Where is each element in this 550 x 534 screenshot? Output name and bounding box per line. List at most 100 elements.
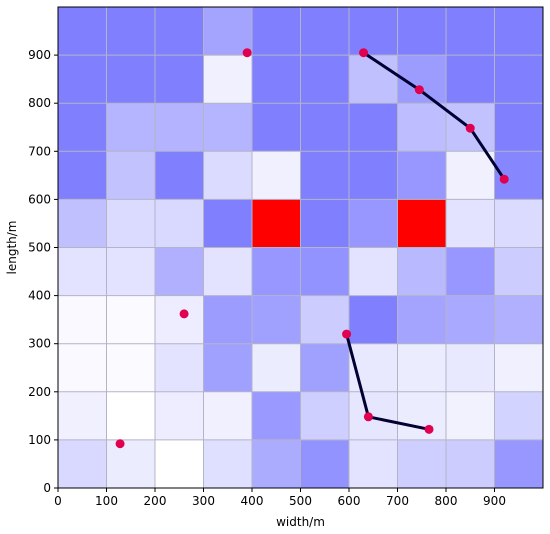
heatmap-cell — [203, 343, 252, 392]
y-tick-label: 100 — [28, 433, 51, 447]
x-tick-label: 700 — [386, 494, 409, 508]
heatmap-cell — [494, 247, 543, 296]
heatmap-cell — [58, 391, 107, 440]
heatmap-cell — [203, 103, 252, 152]
data-point — [342, 329, 352, 339]
data-point — [179, 309, 189, 319]
heatmap-cell — [58, 199, 107, 248]
y-tick-label: 400 — [28, 289, 51, 303]
heatmap-cell — [252, 55, 301, 104]
x-tick-label: 800 — [435, 494, 458, 508]
heatmap-cell — [446, 295, 495, 344]
heatmap-cell — [397, 439, 446, 488]
heatmap-cell — [397, 199, 446, 248]
heatmap-cell — [155, 55, 204, 104]
x-tick-label: 200 — [144, 494, 167, 508]
heatmap-cell — [106, 55, 155, 104]
heatmap-cell — [155, 295, 204, 344]
heatmap-cell — [155, 391, 204, 440]
heatmap-cell — [155, 103, 204, 152]
heatmap-cell — [203, 199, 252, 248]
heatmap-cell — [349, 103, 398, 152]
heatmap-cell — [397, 391, 446, 440]
heatmap-cell — [397, 7, 446, 56]
heatmap-cell — [106, 247, 155, 296]
y-axis-label: length/m — [5, 221, 19, 275]
heatmap-cell — [446, 391, 495, 440]
heatmap-cell — [397, 247, 446, 296]
heatmap-cell — [203, 55, 252, 104]
heatmap-cell — [203, 439, 252, 488]
heatmap-cell — [300, 439, 349, 488]
heatmap-cell — [494, 295, 543, 344]
heatmap-cell — [349, 7, 398, 56]
y-tick-label: 800 — [28, 96, 51, 110]
heatmap-cell — [252, 391, 301, 440]
heatmap-cell — [155, 199, 204, 248]
heatmap-cell — [106, 7, 155, 56]
x-tick-label: 500 — [289, 494, 312, 508]
heatmap-cell — [349, 343, 398, 392]
y-tick-label: 900 — [28, 48, 51, 62]
heatmap-cell — [58, 247, 107, 296]
heatmap-cell — [155, 151, 204, 200]
heatmap-cell — [106, 151, 155, 200]
heatmap-cell — [349, 295, 398, 344]
heatmap-cell — [446, 7, 495, 56]
heatmap-cell — [446, 151, 495, 200]
heatmap-cell — [252, 439, 301, 488]
heatmap-cell — [300, 103, 349, 152]
data-point — [414, 85, 424, 95]
heatmap-cell — [446, 55, 495, 104]
heatmap-cell — [300, 247, 349, 296]
data-point — [465, 123, 475, 133]
heatmap-cell — [494, 391, 543, 440]
heatmap-cell — [203, 295, 252, 344]
heatmap-cell — [106, 391, 155, 440]
data-point — [424, 424, 434, 434]
x-tick-label: 900 — [483, 494, 506, 508]
heatmap-cell — [300, 391, 349, 440]
heatmap-cell — [203, 391, 252, 440]
heatmap-cell — [252, 151, 301, 200]
heatmap-cell — [300, 7, 349, 56]
heatmap-cell — [300, 199, 349, 248]
heatmap-cell — [349, 199, 398, 248]
y-tick-label: 500 — [28, 241, 51, 255]
x-tick-label: 0 — [54, 494, 62, 508]
heatmap-cell — [349, 55, 398, 104]
heatmap-cell — [58, 7, 107, 56]
heatmap-cell — [397, 343, 446, 392]
x-axis-label: width/m — [276, 515, 325, 529]
heatmap-cell — [349, 151, 398, 200]
data-points — [115, 48, 509, 449]
heatmap-cell — [300, 55, 349, 104]
data-point — [363, 412, 373, 422]
heatmap-cell — [58, 343, 107, 392]
heatmap-cell — [494, 439, 543, 488]
heatmap-cell — [252, 103, 301, 152]
y-tick-label: 200 — [28, 385, 51, 399]
heatmap-cell — [446, 199, 495, 248]
heatmap-cell — [155, 247, 204, 296]
heatmap-cell — [106, 199, 155, 248]
heatmap-cell — [300, 343, 349, 392]
heatmap-cell — [58, 295, 107, 344]
x-tick-label: 100 — [95, 494, 118, 508]
heatmap-cell — [349, 439, 398, 488]
heatmap-cell — [397, 295, 446, 344]
heatmap-cell — [155, 343, 204, 392]
heatmap-cell — [155, 439, 204, 488]
heatmap-cell — [397, 151, 446, 200]
x-axis-ticks: 0 100 200 300 400 500 600 700 800 900 — [54, 488, 506, 508]
heatmap-cell — [494, 103, 543, 152]
y-tick-label: 300 — [28, 337, 51, 351]
heatmap-cells — [58, 7, 543, 488]
heatmap-cell — [252, 7, 301, 56]
x-tick-label: 300 — [192, 494, 215, 508]
y-tick-label: 0 — [43, 481, 51, 495]
heatmap-cell — [58, 55, 107, 104]
heatmap-cell — [252, 247, 301, 296]
y-tick-label: 700 — [28, 144, 51, 158]
